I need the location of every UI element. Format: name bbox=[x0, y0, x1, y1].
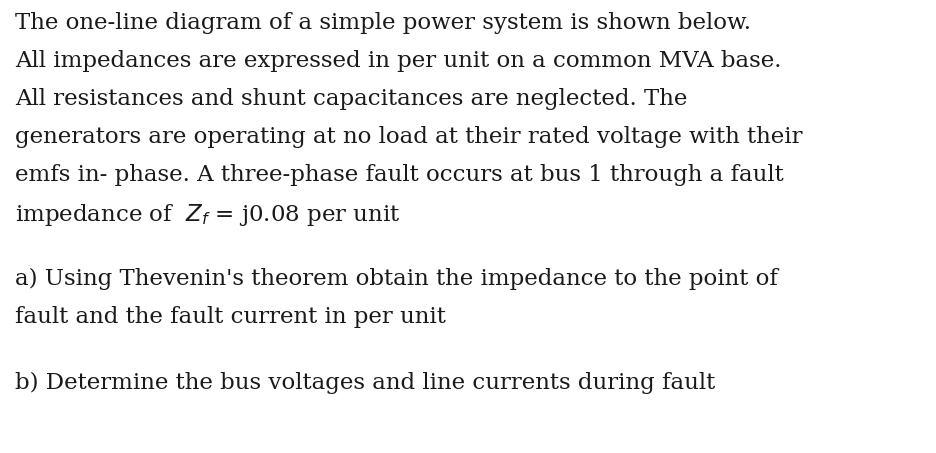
Text: generators are operating at no load at their rated voltage with their: generators are operating at no load at t… bbox=[15, 126, 802, 148]
Text: a) Using Thevenin's theorem obtain the impedance to the point of: a) Using Thevenin's theorem obtain the i… bbox=[15, 268, 778, 290]
Text: impedance of  $Z_f$ = j0.08 per unit: impedance of $Z_f$ = j0.08 per unit bbox=[15, 202, 401, 228]
Text: emfs in- phase. A three-phase fault occurs at bus 1 through a fault: emfs in- phase. A three-phase fault occu… bbox=[15, 164, 783, 186]
Text: b) Determine the bus voltages and line currents during fault: b) Determine the bus voltages and line c… bbox=[15, 372, 715, 394]
Text: All impedances are expressed in per unit on a common MVA base.: All impedances are expressed in per unit… bbox=[15, 50, 782, 72]
Text: The one-line diagram of a simple power system is shown below.: The one-line diagram of a simple power s… bbox=[15, 12, 751, 34]
Text: All resistances and shunt capacitances are neglected. The: All resistances and shunt capacitances a… bbox=[15, 88, 687, 110]
Text: fault and the fault current in per unit: fault and the fault current in per unit bbox=[15, 306, 446, 328]
